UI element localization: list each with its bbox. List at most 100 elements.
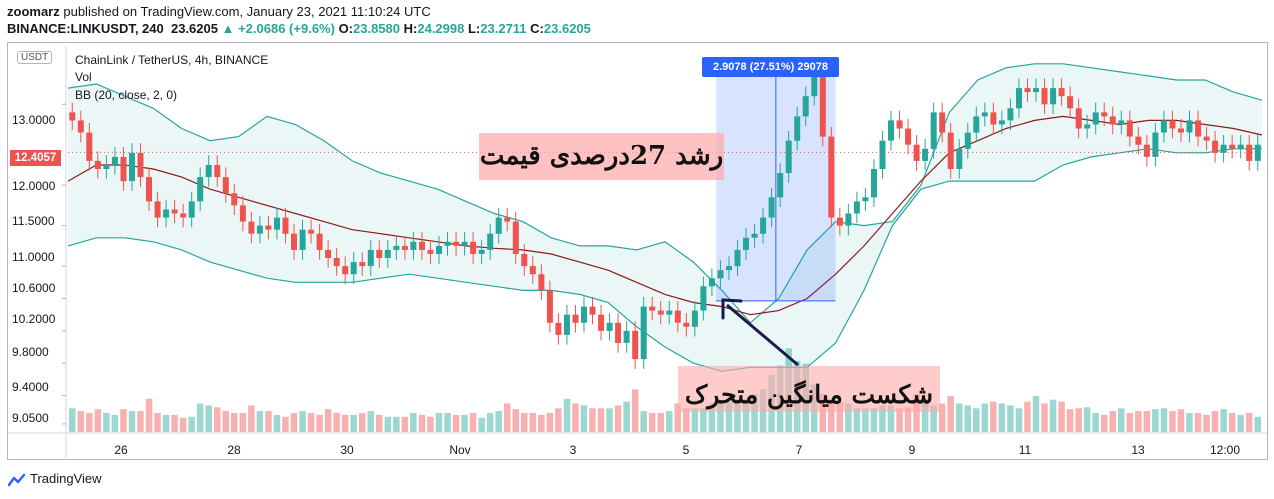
time-tick: 9 xyxy=(908,443,916,457)
candle-body xyxy=(538,274,545,291)
candle-body xyxy=(896,120,903,129)
volume-bar xyxy=(1101,414,1108,432)
volume-bar xyxy=(504,403,511,432)
volume-bar xyxy=(273,414,281,432)
candle-body xyxy=(947,132,954,169)
candle-body xyxy=(981,112,988,117)
price-tick: 11.0000 xyxy=(12,250,55,264)
volume-bar xyxy=(145,398,153,433)
volume-bar xyxy=(214,407,221,432)
close-label: C: xyxy=(530,21,544,36)
volume-bar xyxy=(879,405,886,432)
time-tick: 13 xyxy=(1131,443,1145,457)
volume-bar xyxy=(418,414,426,432)
candle-body xyxy=(444,241,451,246)
volume-bar xyxy=(896,408,903,433)
volume-bar xyxy=(103,413,110,432)
candle-body xyxy=(111,156,118,165)
legend-volume[interactable]: Vol xyxy=(75,70,92,84)
candle-body xyxy=(299,229,306,250)
annotation-price-growth[interactable]: رشد 27درصدی قیمت xyxy=(479,133,724,180)
footer-brand[interactable]: TradingView xyxy=(8,471,102,487)
candle-body xyxy=(214,165,221,178)
candle-body xyxy=(871,169,877,198)
price-tick: 9.8000 xyxy=(12,345,49,359)
volume-bar xyxy=(623,401,630,432)
volume-bar xyxy=(1135,411,1142,432)
candle-body xyxy=(1220,144,1227,153)
currency-badge[interactable]: USDT xyxy=(17,51,53,64)
candle-body xyxy=(239,205,246,222)
volume-bar xyxy=(128,411,136,432)
candle-body xyxy=(930,112,937,149)
annotation-ma-break[interactable]: شکست میانگین متحرک xyxy=(678,366,940,412)
candle-body xyxy=(1024,88,1031,93)
volume-bar xyxy=(410,413,417,432)
candle-body xyxy=(922,148,929,161)
volume-bar xyxy=(1109,411,1116,432)
candle-body xyxy=(998,120,1005,125)
candle-body xyxy=(563,314,570,335)
candle-body xyxy=(785,140,792,174)
candle-body xyxy=(1195,120,1202,137)
candle-body xyxy=(572,314,579,323)
volume-bar xyxy=(469,413,477,432)
candle-body xyxy=(77,120,84,133)
volume-bar xyxy=(137,411,144,432)
volume-bar xyxy=(563,398,571,433)
candle-body xyxy=(1229,144,1236,149)
candle-body xyxy=(282,217,289,234)
volume-bar xyxy=(708,403,716,432)
candle-body xyxy=(1058,88,1065,97)
volume-bar xyxy=(265,411,272,432)
price-range-label[interactable]: 2.9078 (27.51%) 29078 xyxy=(702,57,839,77)
volume-bar xyxy=(1143,411,1151,432)
candle-body xyxy=(1203,136,1210,141)
candle-body xyxy=(359,262,366,267)
volume-bar xyxy=(486,413,494,432)
candle-body xyxy=(461,241,468,246)
candle-body xyxy=(666,310,673,315)
price-tick: 12.0000 xyxy=(12,179,56,193)
time-tick: 11 xyxy=(1018,443,1032,457)
time-tick: 5 xyxy=(682,443,690,457)
candle-body xyxy=(683,322,690,327)
volume-bar xyxy=(94,409,102,432)
low-value: 23.2711 xyxy=(480,21,527,36)
volume-bar xyxy=(350,414,357,432)
volume-bar xyxy=(580,405,588,432)
volume-bar xyxy=(648,413,656,432)
candle-body xyxy=(487,233,494,250)
candle-body xyxy=(717,270,724,279)
candle-body xyxy=(990,112,997,125)
legend-bollinger[interactable]: BB (20, close, 2, 0) xyxy=(75,88,178,102)
volume-bar xyxy=(120,409,127,432)
candle-body xyxy=(1212,140,1219,153)
candle-body xyxy=(427,249,434,254)
candle-body xyxy=(453,241,460,246)
candle-body xyxy=(367,249,374,267)
candle-body xyxy=(129,152,135,182)
volume-bar xyxy=(614,405,622,432)
volume-bar xyxy=(478,417,485,433)
volume-bar xyxy=(435,413,443,432)
volume-bar xyxy=(1075,408,1082,433)
last-price: 23.6205 xyxy=(170,21,218,36)
volume-bar xyxy=(86,413,93,432)
candle-body xyxy=(845,213,852,226)
volume-bar xyxy=(529,413,536,432)
chart-frame[interactable] xyxy=(7,42,1268,460)
candle-body xyxy=(197,177,204,202)
candle-body xyxy=(1016,88,1022,109)
candle-body xyxy=(265,225,272,230)
candle-body xyxy=(751,233,758,238)
legend-title[interactable]: ChainLink / TetherUS, 4h, BINANCE xyxy=(75,53,269,67)
candle-body xyxy=(691,310,698,327)
volume-bar xyxy=(938,403,946,432)
candle-body xyxy=(760,217,767,234)
time-tick: 30 xyxy=(340,443,354,457)
volume-bar xyxy=(836,401,844,432)
ohlc-line: BINANCE:LINKUSDT, 240 23.6205 ▲ +2.0686 … xyxy=(7,21,591,36)
volume-bar xyxy=(1186,413,1193,432)
